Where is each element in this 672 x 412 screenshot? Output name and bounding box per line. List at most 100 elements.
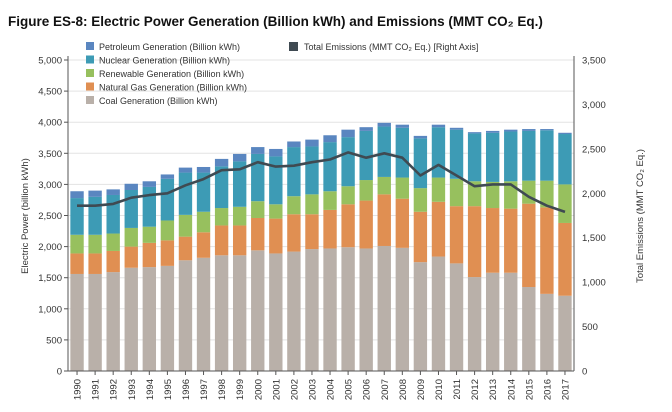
bar-segment <box>70 234 84 254</box>
emissions-line-group <box>77 151 566 214</box>
bar-segment <box>232 225 247 256</box>
bar-segment <box>485 181 500 209</box>
bar-segment <box>485 272 500 371</box>
emissions-line <box>77 151 566 214</box>
y-axis-title: Electric Power (billion kWh) <box>20 158 31 274</box>
bar-segment <box>449 178 464 207</box>
bar-segment <box>431 127 446 178</box>
x-tick-label: 2010 <box>434 379 445 400</box>
bar-segment <box>142 186 157 227</box>
bar-segment <box>359 130 373 181</box>
bar-segment <box>196 211 211 233</box>
bar-segment <box>287 147 301 197</box>
bar-segment <box>305 194 319 215</box>
bar-segment <box>359 248 373 371</box>
bar-segment <box>160 220 175 241</box>
bar-segment <box>540 180 554 208</box>
bar-segment <box>323 135 337 143</box>
x-tick-label: 2006 <box>362 379 373 400</box>
y2-axis-title: Total Emissions (MMT CO₂ Eq.) <box>635 149 646 283</box>
y-tick-label: 2,500 <box>38 211 62 222</box>
x-tick-label: 1998 <box>217 379 228 400</box>
bar-segment <box>269 148 283 157</box>
y-tick-label: 1,000 <box>38 304 62 315</box>
x-tick-label: 2012 <box>470 379 481 400</box>
bars <box>70 122 572 371</box>
legend-label: Natural Gas Generation (Billion kWh) <box>99 83 247 93</box>
y-tick-label: 500 <box>46 335 62 346</box>
bar-segment <box>413 135 428 139</box>
bar-segment <box>305 249 319 371</box>
bar-segment <box>467 206 482 278</box>
bar-segment <box>540 130 554 181</box>
bar-segment <box>413 211 428 263</box>
legend-swatch <box>86 55 94 64</box>
x-tick-label: 2001 <box>271 379 282 400</box>
bar-segment <box>70 191 84 199</box>
bar-segment <box>395 198 410 248</box>
bar-segment <box>558 134 572 185</box>
legend: Petroleum Generation (Billion kWh) Nuclea… <box>86 42 478 106</box>
axes: 0 500 1,000 1,500 2,000 2,500 3,000 3,500 4,000 4… <box>38 56 606 401</box>
bar-segment <box>341 247 355 371</box>
x-tick-label: 2000 <box>253 379 264 400</box>
bar-segment <box>467 181 482 207</box>
bar-segment <box>359 200 373 249</box>
bar-segment <box>88 234 102 254</box>
bar-segment <box>251 153 265 202</box>
bar-segment <box>359 127 373 131</box>
y-tick-label: 3,500 <box>38 149 62 160</box>
y2-tick-label: 2,000 <box>582 189 606 200</box>
bar-segment <box>504 129 518 132</box>
bar-segment <box>269 218 283 254</box>
bar-segment <box>413 262 428 371</box>
bar-segment <box>142 226 157 243</box>
bar-segment <box>269 253 283 371</box>
legend-swatch-line <box>289 42 298 51</box>
bar-segment <box>323 209 337 249</box>
x-tick-label: 1994 <box>145 379 156 400</box>
y-tick-label: 2,000 <box>38 242 62 253</box>
x-tick-label: 2004 <box>326 379 337 400</box>
bar-segment <box>196 166 211 173</box>
x-tick-label: 1999 <box>235 379 246 400</box>
legend-label-line: Total Emissions (MMT CO₂ Eq.) [Right Axi… <box>304 42 478 52</box>
bar-segment <box>467 133 482 182</box>
bar-segment <box>323 191 337 210</box>
bar-segment <box>395 247 410 371</box>
x-tick-label: 2015 <box>524 379 535 400</box>
bar-segment <box>70 253 84 274</box>
bar-segment <box>377 122 391 127</box>
bar-segment <box>124 227 138 247</box>
bar-segment <box>323 248 337 371</box>
x-tick-label: 1995 <box>163 379 174 400</box>
bar-segment <box>178 260 193 371</box>
legend-swatch <box>86 69 94 77</box>
chart-title: Figure ES-8: Electric Power Generation (… <box>8 14 543 29</box>
x-tick-label: 2017 <box>560 379 571 400</box>
bar-segment <box>214 158 229 167</box>
bar-segment <box>540 207 554 294</box>
bar-segment <box>413 188 428 212</box>
bar-segment <box>251 217 265 251</box>
bar-segment <box>558 132 572 135</box>
bar-segment <box>178 214 193 237</box>
bar-segment <box>124 183 138 190</box>
bar-segment <box>106 272 120 371</box>
bar-segment <box>88 253 102 274</box>
bar-segment <box>106 250 120 273</box>
bar-segment <box>558 184 572 223</box>
x-tick-label: 2016 <box>542 379 553 400</box>
bar-segment <box>431 177 446 202</box>
x-tick-label: 1990 <box>73 379 84 400</box>
bar-segment <box>160 240 175 266</box>
bar-segment <box>485 132 500 182</box>
x-tick-label: 2014 <box>506 379 517 400</box>
bar-segment <box>485 208 500 273</box>
bar-segment <box>251 147 265 154</box>
bar-segment <box>106 233 120 251</box>
bar-segment <box>431 256 446 371</box>
bar-segment <box>232 153 247 162</box>
bar-segment <box>485 130 500 133</box>
